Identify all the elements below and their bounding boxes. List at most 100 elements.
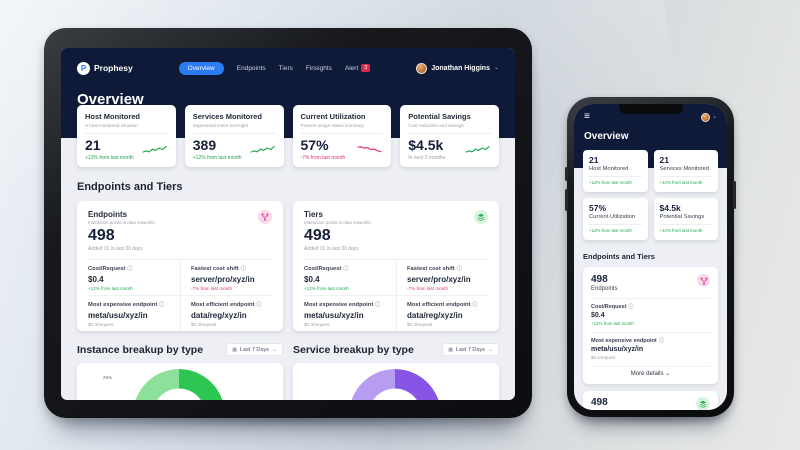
tiers-card: Tiers Interaction points in data network… (293, 201, 499, 331)
metric-value: $0.4 (88, 275, 104, 284)
metric-value: $0.4 (304, 275, 320, 284)
date-filter-value: Last 7 Days (455, 346, 485, 353)
metric-value: $0.4 (591, 312, 605, 319)
stat-delta: +12% from last month (192, 155, 242, 161)
metric-label: Cost/Request (304, 265, 342, 272)
stat-title: Current Utilization (300, 112, 366, 121)
stack-icon (696, 397, 710, 410)
metric-fastest-cost-shift: Fastest cost shift ⓘ server/pro/xyz/in -7… (180, 259, 272, 295)
stat-subtitle: Cost reduction and savings (408, 123, 464, 128)
metric-note: $0.4/request (591, 355, 616, 360)
stat-value: 57% (589, 203, 607, 213)
breakup-title: Service breakup by type (293, 343, 414, 356)
info-icon[interactable]: ⓘ (127, 266, 133, 272)
info-icon[interactable]: ⓘ (256, 302, 262, 308)
date-filter-dropdown[interactable]: ▦ Last 7 Days ⌄ (442, 343, 499, 356)
stat-value: 389 (192, 137, 217, 153)
metric-value: data/reg/xyz/in (191, 311, 247, 320)
chevron-down-icon: ⌄ (487, 346, 493, 353)
phone-volume-button (565, 167, 568, 181)
user-name: Jonathan Higgins (431, 64, 490, 72)
nav-item-alert[interactable]: Alert 3 (344, 64, 371, 72)
user-menu[interactable]: Jonathan Higgins ⌄ (416, 62, 499, 74)
date-filter-value: Last 7 Days (239, 346, 269, 353)
hamburger-menu-icon[interactable]: ≡ (584, 111, 590, 122)
metric-most-expensive-endpoint: Most expensive endpoint ⓘ meta/usu/xyz/in… (591, 332, 710, 360)
metric-most-expensive-endpoint: Most expensive endpoint ⓘ meta/usu/xyz/in… (88, 295, 180, 331)
sparkline-up-icon (249, 145, 275, 153)
card-note: Added 31 in last 30 days (304, 246, 359, 252)
more-details-button[interactable]: More details ⌄ (591, 366, 710, 381)
tablet-top-bar: P Prophesy Overview Endpoints Tiers Fins… (77, 55, 499, 81)
metric-value: meta/usu/xyz/in (591, 346, 644, 353)
info-icon[interactable]: ⓘ (375, 302, 381, 308)
card-value: 498 (591, 274, 608, 285)
metric-value: server/pro/xyz/in (407, 275, 471, 284)
info-icon[interactable]: ⓘ (628, 304, 634, 310)
chevron-down-icon: ⌄ (271, 346, 277, 353)
stat-card-current-utilization: Current Utilization Present usage status… (292, 105, 392, 167)
metric-note: +12% from last month (591, 321, 634, 326)
card-subtitle: Interaction points in data networks (88, 220, 155, 225)
sparkline-up-icon (142, 145, 167, 153)
metric-label: Cost/Request (591, 303, 627, 310)
metric-note: +12% from last month (304, 286, 349, 291)
user-menu[interactable]: ⌄ (700, 112, 717, 122)
stat-card-row: Host Monitored A host monitored situatio… (61, 105, 515, 167)
info-icon[interactable]: ⓘ (658, 338, 664, 344)
info-icon[interactable]: ⓘ (472, 302, 478, 308)
stat-value: $4.5k (408, 137, 444, 153)
phone-notch (618, 104, 683, 114)
stat-delta: +12% from last month (589, 224, 642, 233)
stat-card-services-monitored: Services Monitored Supervised event over… (184, 105, 284, 167)
stat-card-services-monitored: 21 Services Monitored +12% from last mon… (653, 150, 718, 192)
stat-title: Potential Savings (408, 112, 471, 121)
stat-card-potential-savings: Potential Savings Cost reduction and sav… (400, 105, 499, 167)
nav-item-overview[interactable]: Overview (178, 61, 224, 75)
user-avatar (700, 112, 710, 122)
branch-icon (697, 274, 710, 287)
card-value: 498 (591, 397, 608, 408)
instance-donut-chart (133, 369, 225, 400)
page-title: Overview (584, 131, 629, 142)
card-note: Added 31 in last 30 days (88, 246, 143, 252)
service-donut-chart (349, 369, 441, 400)
info-icon[interactable]: ⓘ (159, 302, 165, 308)
date-filter-dropdown[interactable]: ▦ Last 7 Days ⌄ (226, 343, 283, 356)
nav-item-tiers[interactable]: Tiers (278, 64, 293, 72)
tiers-card-peek: 498 (583, 391, 718, 410)
metric-most-efficient-endpoint: Most efficient endpoint ⓘ data/reg/xyz/in… (180, 295, 272, 331)
stat-title: Services Monitored (659, 166, 710, 172)
metric-note: -7% from last month (191, 286, 233, 291)
phone-stat-grid: 21 Host Monitored +12% from last month 2… (574, 150, 727, 240)
metric-note: $0.4/request (407, 322, 433, 327)
sparkline-up-icon (465, 145, 490, 153)
section-title-endpoints-tiers: Endpoints and Tiers (77, 181, 183, 193)
card-title: Endpoints (88, 210, 128, 219)
nav-item-finsights[interactable]: Finsights (305, 64, 332, 72)
metric-cost-request: Cost/Request ⓘ $0.4 +12% from last month (88, 259, 180, 295)
more-details-label: More details (630, 371, 664, 377)
nav-item-endpoints[interactable]: Endpoints (236, 64, 266, 72)
nav-alert-label: Alert (344, 64, 359, 72)
metric-label: Most expensive endpoint (304, 301, 374, 308)
stat-delta: +12% from last month (659, 176, 712, 185)
info-icon[interactable]: ⓘ (240, 266, 246, 272)
chevron-down-icon: ⌄ (665, 371, 671, 377)
branch-icon (258, 210, 272, 224)
metric-note: $0.4/request (304, 322, 330, 327)
stat-title: Host Monitored (589, 166, 629, 172)
metric-note: $0.4/request (88, 322, 114, 327)
metric-label: Fastest cost shift (407, 265, 455, 272)
info-icon[interactable]: ⓘ (343, 266, 349, 272)
card-title: Tiers (304, 210, 323, 219)
stat-card-host-monitored: Host Monitored A host monitored situatio… (77, 105, 176, 167)
phone-power-button (733, 181, 736, 209)
metric-most-expensive-endpoint: Most expensive endpoint ⓘ meta/usu/xyz/in… (304, 295, 396, 331)
metric-label: Most efficient endpoint (407, 301, 471, 308)
metric-note: -7% from last month (407, 286, 449, 291)
info-icon[interactable]: ⓘ (456, 266, 462, 272)
metric-fastest-cost-shift: Fastest cost shift ⓘ server/pro/xyz/in -7… (396, 259, 488, 295)
stat-delta: +12% from last month (85, 155, 134, 161)
metric-most-efficient-endpoint: Most efficient endpoint ⓘ data/reg/xyz/in… (396, 295, 488, 331)
